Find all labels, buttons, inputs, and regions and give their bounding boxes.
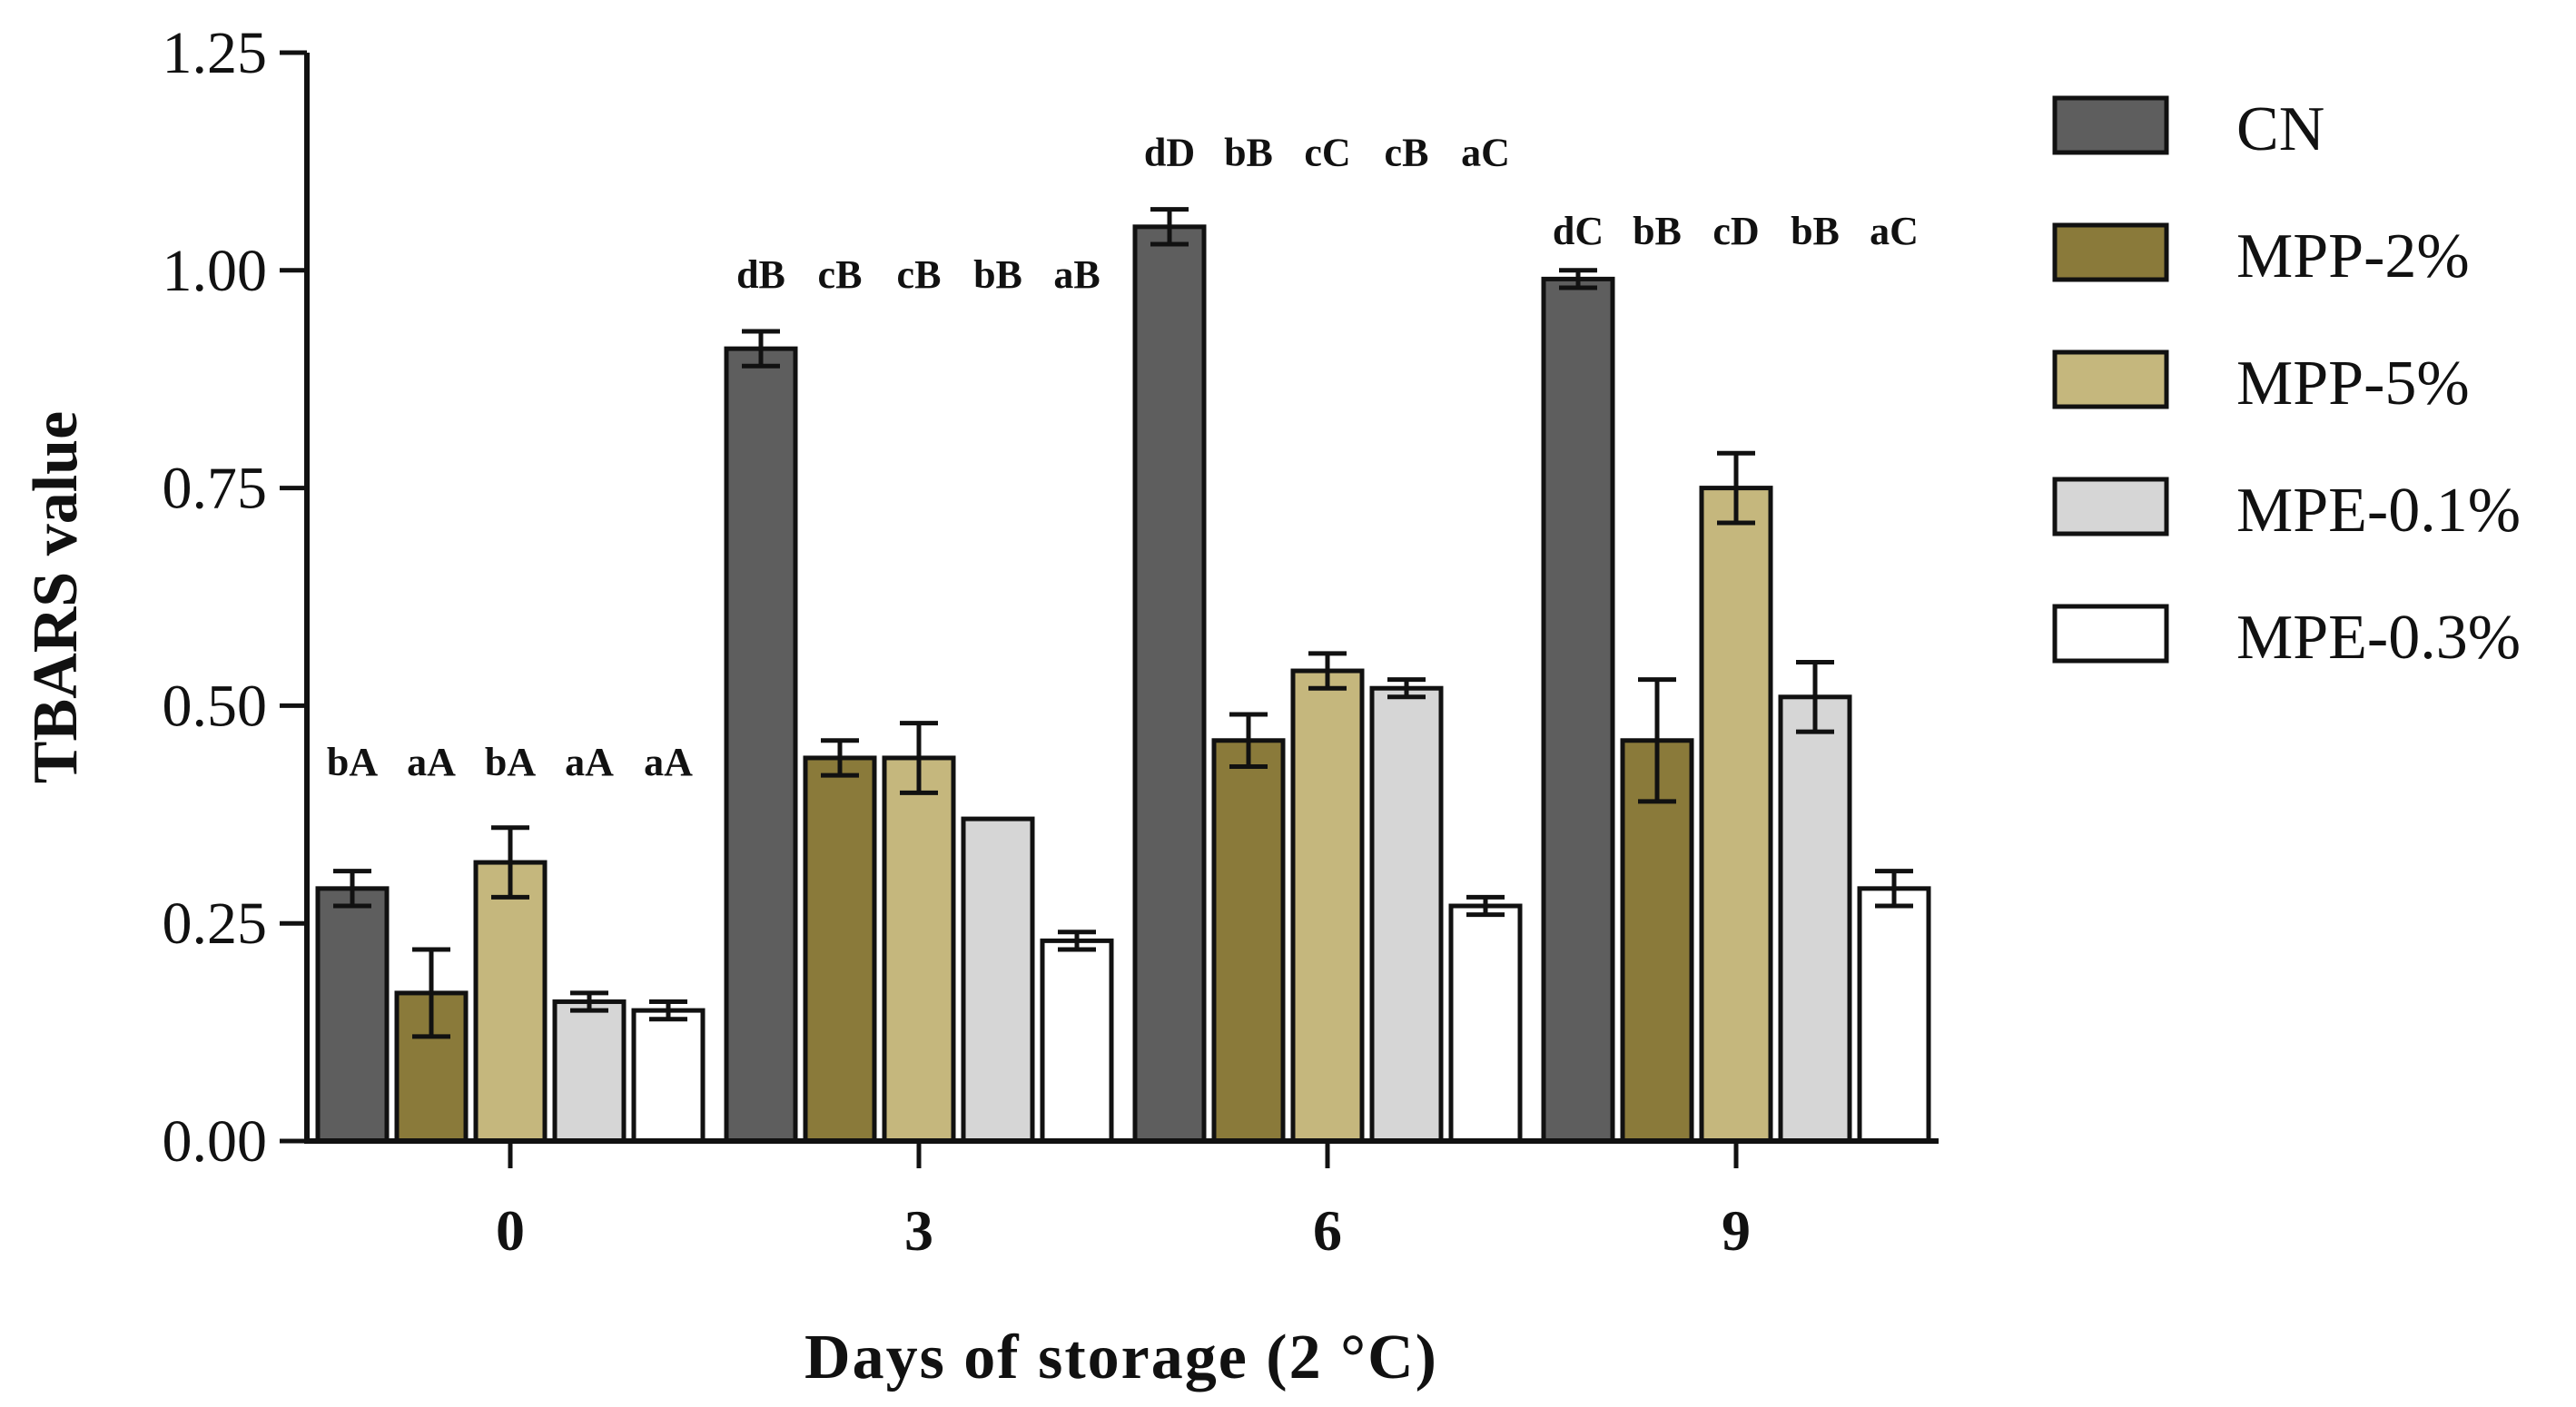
significance-label: dC xyxy=(1553,209,1604,253)
legend: CN MPP-2% MPP-5% MPE-0.1% MPE-0.3% xyxy=(2052,94,2521,673)
bar-mpp-2--day-6 xyxy=(1211,738,1286,1144)
bar-cn-day-3 xyxy=(724,346,798,1144)
significance-label: aC xyxy=(1870,209,1919,253)
significance-label: aA xyxy=(644,740,693,784)
significance-label: dD xyxy=(1144,131,1195,175)
legend-label: MPE-0.3% xyxy=(2236,603,2521,673)
x-tick-label: 0 xyxy=(496,1198,525,1263)
bar-mpe-0-3--day-6 xyxy=(1448,903,1523,1144)
significance-label: bB xyxy=(1224,131,1273,175)
significance-label: bB xyxy=(1791,209,1840,253)
y-tick-label: 0.00 xyxy=(163,1108,268,1175)
x-tick-label: 6 xyxy=(1313,1198,1342,1263)
legend-swatch-mpp-2- xyxy=(2052,222,2169,282)
significance-label: bB xyxy=(1633,209,1682,253)
legend-label: MPE-0.1% xyxy=(2236,476,2521,546)
bar-mpp-5--day-6 xyxy=(1290,668,1365,1144)
bar-group-day-0 xyxy=(315,825,706,1144)
significance-label: bA xyxy=(327,740,378,784)
bar-mpe-0-3--day-3 xyxy=(1040,938,1114,1144)
significance-label: aB xyxy=(1053,252,1100,297)
bar-cn-day-9 xyxy=(1541,276,1615,1144)
significance-label: bA xyxy=(485,740,536,784)
y-tick-label: 1.25 xyxy=(163,20,268,86)
bar-mpe-0-1--day-3 xyxy=(961,816,1035,1144)
significance-label: aA xyxy=(407,740,456,784)
legend-swatch-mpe-0-3- xyxy=(2052,604,2169,664)
bar-cn-day-0 xyxy=(315,886,390,1144)
bar-mpp-5--day-9 xyxy=(1699,486,1773,1144)
legend-swatch-mpp-5- xyxy=(2052,349,2169,409)
y-axis-title: TBARS value xyxy=(21,411,91,783)
significance-label: cB xyxy=(1385,131,1429,175)
x-tick-label: 9 xyxy=(1722,1198,1751,1263)
significance-label: cC xyxy=(1304,131,1350,175)
legend-label: CN xyxy=(2236,94,2324,164)
bar-mpp-2--day-3 xyxy=(803,755,877,1144)
bar-mpe-0-1--day-0 xyxy=(552,999,627,1144)
legend-swatch-mpe-0-1- xyxy=(2052,477,2169,536)
significance-label: aA xyxy=(565,740,614,784)
significance-label: cB xyxy=(897,252,942,297)
significance-label: aC xyxy=(1461,131,1510,175)
significance-label: cD xyxy=(1712,209,1759,253)
significance-label: cB xyxy=(818,252,863,297)
x-tick-label: 3 xyxy=(904,1198,933,1263)
bar-mpe-0-1--day-6 xyxy=(1369,685,1444,1144)
bar-cn-day-6 xyxy=(1132,224,1207,1144)
bar-group-day-9 xyxy=(1541,268,1931,1144)
bar-mpp-5--day-3 xyxy=(882,755,956,1144)
y-tick-label: 1.00 xyxy=(163,238,268,304)
bar-mpe-0-3--day-9 xyxy=(1857,886,1931,1144)
x-axis-title: Days of storage (2 °C) xyxy=(804,1323,1438,1392)
bar-mpe-0-1--day-9 xyxy=(1778,694,1852,1144)
legend-label: MPP-2% xyxy=(2236,221,2470,291)
legend-label: MPP-5% xyxy=(2236,349,2470,418)
legend-swatch-cn xyxy=(2052,95,2169,155)
significance-label: dB xyxy=(736,252,785,297)
bar-group-day-3 xyxy=(724,329,1114,1144)
bar-mpp-5--day-0 xyxy=(473,860,548,1144)
bar-group-day-6 xyxy=(1132,207,1523,1144)
y-tick-label: 0.25 xyxy=(163,890,268,957)
bar-mpe-0-3--day-0 xyxy=(631,1008,706,1144)
y-tick-label: 0.75 xyxy=(163,456,268,522)
y-tick-label: 0.50 xyxy=(163,673,268,739)
significance-label: bB xyxy=(973,252,1022,297)
